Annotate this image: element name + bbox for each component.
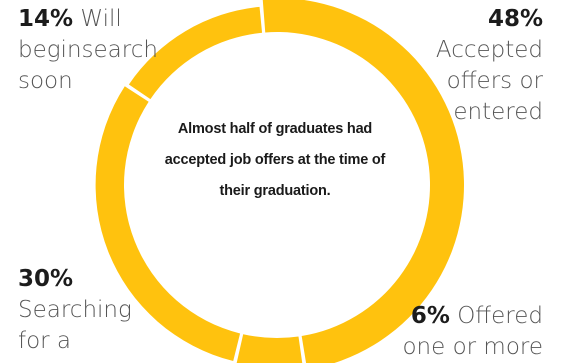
slice-text: Searching for a bbox=[18, 297, 132, 354]
slice-label-accepted-offers: 48% Accepted offers or entered bbox=[383, 4, 543, 128]
slice-label-searching: 30% Searching for a bbox=[18, 264, 158, 357]
donut-center-text: Almost half of graduates had accepted jo… bbox=[164, 121, 386, 199]
slice-text: Offered one or more bbox=[402, 303, 543, 360]
donut-slice bbox=[236, 334, 303, 363]
slice-percent: 6% bbox=[410, 303, 450, 329]
donut-slices bbox=[95, 0, 464, 363]
slice-percent: 30% bbox=[18, 266, 74, 292]
donut-slice bbox=[262, 0, 464, 363]
slice-text: Accepted offers or entered bbox=[435, 37, 543, 125]
slice-text: Will beginsearch soon bbox=[18, 6, 158, 94]
slice-label-will-begin-search: 14% Will beginsearch soon bbox=[18, 4, 193, 97]
slice-percent: 48% bbox=[487, 6, 543, 32]
donut-slice bbox=[128, 6, 263, 100]
slice-label-offered: 6% Offered one or more bbox=[363, 301, 543, 363]
donut-slice bbox=[95, 86, 241, 362]
slice-percent: 14% bbox=[18, 6, 74, 32]
